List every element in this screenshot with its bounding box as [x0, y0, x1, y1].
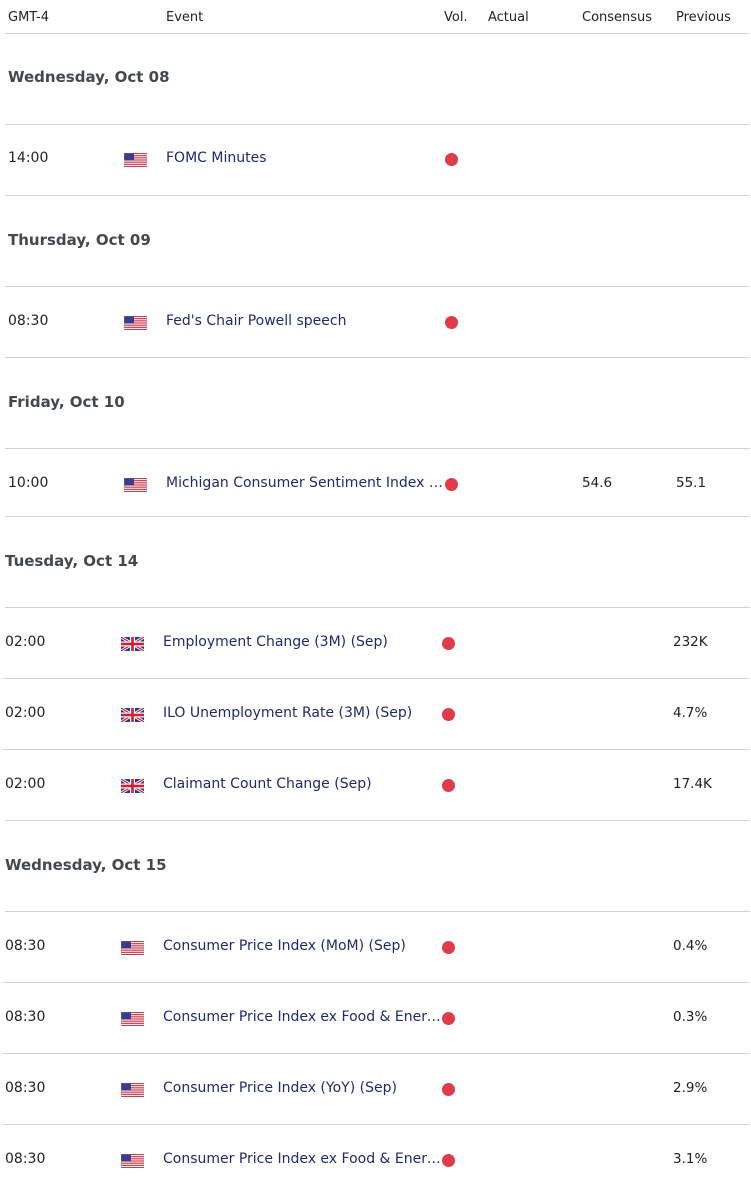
previous-value: 55.1 — [676, 475, 707, 491]
uk-flag-icon — [121, 707, 144, 721]
event-time: 08:30 — [5, 938, 46, 954]
event-time: 08:30 — [8, 313, 49, 329]
volatility-high-icon — [445, 316, 458, 329]
volatility-high-icon — [442, 779, 455, 792]
event-name-link[interactable]: Consumer Price Index (MoM) (Sep) — [163, 938, 406, 954]
event-name-link[interactable]: FOMC Minutes — [166, 150, 267, 166]
previous-value: 4.7% — [673, 705, 708, 721]
previous-value: 2.9% — [673, 1080, 708, 1096]
volatility-high-icon — [445, 153, 458, 166]
event-time: 08:30 — [5, 1009, 46, 1025]
event-time: 08:30 — [5, 1151, 46, 1167]
day-end-divider — [5, 195, 750, 196]
event-row[interactable] — [0, 299, 751, 345]
volatility-high-icon — [442, 1083, 455, 1096]
event-name-link[interactable]: Fed's Chair Powell speech — [166, 313, 347, 329]
event-name-link[interactable]: ILO Unemployment Rate (3M) (Sep) — [163, 705, 413, 721]
event-name-link[interactable]: Consumer Price Index ex Food & Energ… — [163, 1009, 441, 1025]
event-time: 08:30 — [5, 1080, 46, 1096]
volatility-high-icon — [442, 941, 455, 954]
row-divider — [2, 678, 750, 679]
event-name-link[interactable]: Consumer Price Index (YoY) (Sep) — [163, 1080, 397, 1096]
event-name-link[interactable]: Consumer Price Index ex Food & Energ… — [163, 1151, 441, 1167]
previous-value: 0.4% — [673, 938, 708, 954]
day-end-divider — [5, 357, 750, 358]
day-end-divider — [5, 820, 750, 821]
header-actual[interactable]: Actual — [488, 10, 529, 25]
previous-value: 0.3% — [673, 1009, 708, 1025]
header-event[interactable]: Event — [166, 10, 204, 25]
previous-value: 232K — [673, 634, 708, 650]
header-timezone[interactable]: GMT-4 — [8, 10, 49, 25]
volatility-high-icon — [442, 1154, 455, 1167]
event-time: 14:00 — [8, 150, 49, 166]
header-previous[interactable]: Previous — [676, 10, 731, 25]
us-flag-icon — [124, 152, 147, 166]
uk-flag-icon — [121, 778, 144, 792]
day-heading: Thursday, Oct 09 — [8, 231, 151, 249]
us-flag-icon — [121, 940, 144, 954]
header-vol[interactable]: Vol. — [444, 10, 468, 25]
day-divider — [5, 607, 750, 608]
day-heading: Wednesday, Oct 15 — [5, 856, 167, 874]
us-flag-icon — [121, 1153, 144, 1167]
event-name-link[interactable]: Michigan Consumer Sentiment Index (… — [166, 475, 444, 491]
volatility-high-icon — [445, 478, 458, 491]
row-divider — [2, 749, 750, 750]
volatility-high-icon — [442, 708, 455, 721]
volatility-high-icon — [442, 1012, 455, 1025]
row-divider — [2, 1124, 750, 1125]
day-divider — [5, 448, 750, 449]
uk-flag-icon — [121, 636, 144, 650]
event-row[interactable] — [0, 136, 751, 182]
event-time: 02:00 — [5, 634, 46, 650]
consensus-value: 54.6 — [582, 475, 613, 491]
day-end-divider — [5, 516, 750, 517]
header-consensus[interactable]: Consensus — [582, 10, 653, 25]
us-flag-icon — [124, 477, 147, 491]
event-row[interactable] — [0, 762, 751, 808]
event-name-link[interactable]: Employment Change (3M) (Sep) — [163, 634, 388, 650]
event-time: 02:00 — [5, 776, 46, 792]
event-time: 10:00 — [8, 475, 49, 491]
previous-value: 17.4K — [673, 776, 712, 792]
day-heading: Tuesday, Oct 14 — [5, 552, 139, 570]
row-divider — [2, 1053, 750, 1054]
day-heading: Wednesday, Oct 08 — [8, 68, 170, 86]
row-divider — [2, 982, 750, 983]
day-divider — [5, 286, 750, 287]
day-divider — [5, 124, 750, 125]
header-divider — [5, 33, 750, 34]
previous-value: 3.1% — [673, 1151, 708, 1167]
event-name-link[interactable]: Claimant Count Change (Sep) — [163, 776, 372, 792]
day-divider — [5, 911, 750, 912]
us-flag-icon — [121, 1082, 144, 1096]
volatility-high-icon — [442, 637, 455, 650]
us-flag-icon — [121, 1011, 144, 1025]
us-flag-icon — [124, 315, 147, 329]
event-time: 02:00 — [5, 705, 46, 721]
day-heading: Friday, Oct 10 — [8, 393, 125, 411]
